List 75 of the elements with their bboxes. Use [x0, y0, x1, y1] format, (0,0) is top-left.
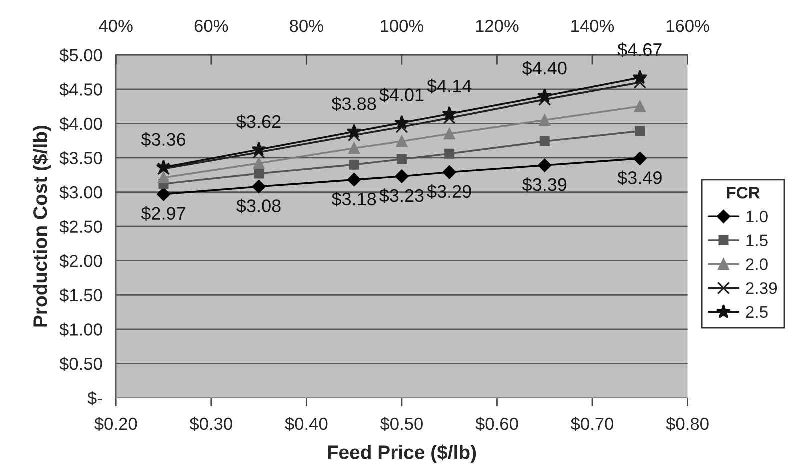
legend-label: 2.5: [746, 306, 768, 318]
data-label: $3.23: [380, 188, 424, 204]
x-tick-label: $0.70: [570, 417, 614, 432]
point: [157, 162, 170, 176]
x-tick-label: $0.80: [666, 417, 709, 432]
y-tick-label: $3.50: [60, 151, 102, 166]
legend-title: FCR: [727, 186, 760, 199]
data-label: $3.88: [332, 96, 376, 112]
point: [396, 154, 407, 164]
x-axis-title: Feed Price ($/lb): [328, 444, 476, 464]
legend-label: 1.5: [746, 234, 768, 247]
y-tick-label: $3.00: [60, 186, 102, 200]
y-tick-label: $0.50: [60, 357, 102, 372]
point: [537, 88, 552, 103]
point: [252, 142, 266, 156]
y-tick-label: $-: [88, 391, 102, 406]
point: [442, 106, 458, 121]
data-label: $4.40: [522, 61, 567, 76]
point: [158, 172, 170, 184]
point: [444, 148, 455, 159]
point: [395, 170, 409, 184]
y-tick-label: $4.00: [60, 117, 102, 132]
x2-tick-label: 60%: [194, 20, 228, 32]
legend-label: 2.39: [746, 282, 778, 294]
data-label: $4.01: [380, 88, 424, 103]
y-tick-label: $2.50: [60, 220, 102, 234]
point: [252, 146, 266, 159]
point: [349, 160, 360, 170]
point: [396, 136, 408, 148]
legend-label: 1.0: [746, 210, 768, 223]
x-tick-label: $0.40: [285, 417, 328, 432]
y-tick-label: $5.00: [60, 48, 102, 63]
point: [396, 120, 408, 134]
y-axis-title: Production Cost ($/lb): [32, 126, 52, 327]
data-label: $3.49: [618, 170, 662, 186]
y-tick-label: $2.00: [60, 254, 102, 268]
point: [442, 166, 456, 180]
data-label: $3.36: [141, 132, 186, 148]
x2-tick-label: 160%: [666, 20, 710, 32]
point: [254, 168, 264, 179]
point: [156, 160, 172, 174]
point: [348, 173, 362, 187]
point: [253, 158, 265, 170]
point: [394, 115, 410, 130]
point: [346, 124, 362, 138]
point: [443, 112, 456, 125]
x2-tick-label: 100%: [381, 20, 424, 32]
x-tick-label: $0.60: [476, 417, 518, 432]
x-tick-label: $0.20: [94, 417, 138, 432]
point: [157, 188, 170, 202]
point: [444, 128, 456, 140]
point: [633, 152, 647, 166]
legend-label: 2.0: [746, 258, 768, 270]
point: [539, 114, 551, 126]
point: [538, 158, 552, 172]
data-label: $3.08: [236, 198, 281, 214]
data-label: $3.39: [522, 178, 567, 192]
data-label: $2.97: [141, 206, 186, 222]
data-label: $3.18: [332, 192, 376, 207]
y-tick-label: $4.50: [60, 82, 102, 97]
point: [540, 136, 550, 147]
point: [634, 76, 647, 89]
y-tick-label: $1.00: [60, 322, 102, 337]
x2-tick-label: 140%: [572, 20, 614, 32]
point: [348, 142, 360, 154]
x2-tick-label: 40%: [99, 20, 133, 32]
point: [252, 180, 266, 194]
x2-tick-label: 120%: [476, 20, 519, 32]
y-tick-label: $1.50: [60, 288, 102, 303]
x-tick-label: $0.30: [190, 417, 232, 432]
point: [632, 70, 648, 84]
x-tick-label: $0.50: [380, 417, 423, 432]
point: [634, 100, 646, 112]
point: [635, 126, 646, 136]
x2-tick-label: 80%: [290, 20, 324, 32]
